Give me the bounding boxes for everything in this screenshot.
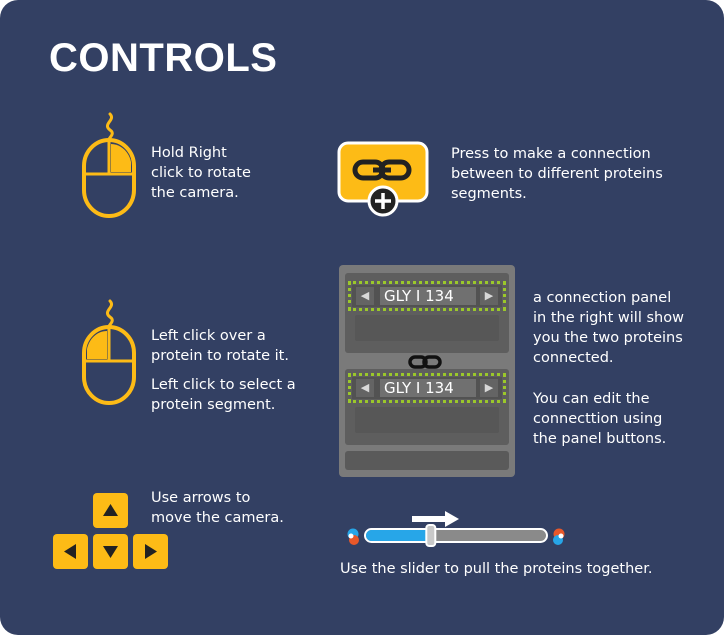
select-segment-text: Left click to select a protein segment. [151,377,296,413]
connection-panel: ◀ GLY I 134 ▶ ◀ GLY I 134 ▶ [339,265,515,477]
segment-label-b: GLY I 134 [380,379,476,397]
right-arrow-icon [145,544,157,559]
prev-arrow-icon[interactable]: ◀ [356,287,374,305]
protein-left-icon [347,528,359,545]
down-arrow-icon [103,546,118,558]
connection-panel-text: a connection panel in the right will sho… [533,290,684,366]
slider-fill [366,530,431,541]
left-arrow-icon [64,544,76,559]
mouse-left-icon [82,299,136,405]
left-arrow-key[interactable] [53,534,88,569]
right-arrow-key[interactable] [133,534,168,569]
mouse-right-icon [82,112,136,218]
segment-block-a: ◀ GLY I 134 ▶ [345,273,509,353]
make-connection-text: Press to make a connection between to di… [451,146,663,202]
panel-bottom-bar [345,451,509,470]
segment-label-a: GLY I 134 [380,287,476,305]
segment-selector-b: ◀ GLY I 134 ▶ [348,373,506,403]
up-arrow-key[interactable] [93,493,128,528]
direction-arrow-icon [412,511,459,527]
next-arrow-icon[interactable]: ▶ [480,379,498,397]
segment-info-a [355,315,499,341]
page-title: CONTROLS [49,36,278,80]
rotate-camera-text: Hold Right click to rotate the camera. [151,145,251,201]
protein-slider[interactable] [340,522,572,552]
up-arrow-icon [103,504,118,516]
add-connection-icon[interactable] [337,141,431,219]
move-camera-text: Use arrows to move the camera. [151,490,284,526]
protein-right-icon [553,528,565,545]
link-icon [408,355,442,369]
segment-selector-a: ◀ GLY I 134 ▶ [348,281,506,311]
next-arrow-icon[interactable]: ▶ [480,287,498,305]
down-arrow-key[interactable] [93,534,128,569]
rotate-protein-text: Left click over a protein to rotate it. [151,328,289,364]
edit-connection-text: You can edit the connecttion using the p… [533,391,667,447]
slider-hint-text: Use the slider to pull the proteins toge… [340,561,653,577]
prev-arrow-icon[interactable]: ◀ [356,379,374,397]
segment-block-b: ◀ GLY I 134 ▶ [345,369,509,445]
slider-handle[interactable] [425,524,437,547]
segment-info-b [355,407,499,433]
